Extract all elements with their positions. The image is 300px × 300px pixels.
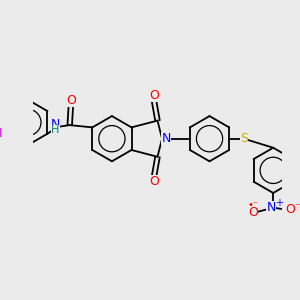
- Text: H: H: [51, 125, 60, 135]
- Text: •⁻: •⁻: [248, 200, 258, 210]
- Text: N: N: [161, 132, 171, 145]
- Text: ⁻: ⁻: [295, 203, 300, 213]
- Text: O: O: [66, 94, 76, 107]
- Text: I: I: [0, 127, 2, 140]
- Text: N: N: [266, 201, 276, 214]
- Text: S: S: [240, 132, 248, 145]
- Text: N: N: [51, 118, 60, 131]
- Text: O: O: [248, 206, 258, 219]
- Text: O: O: [149, 89, 159, 102]
- Text: O: O: [286, 203, 296, 216]
- Text: O: O: [149, 175, 159, 188]
- Text: +: +: [275, 198, 283, 208]
